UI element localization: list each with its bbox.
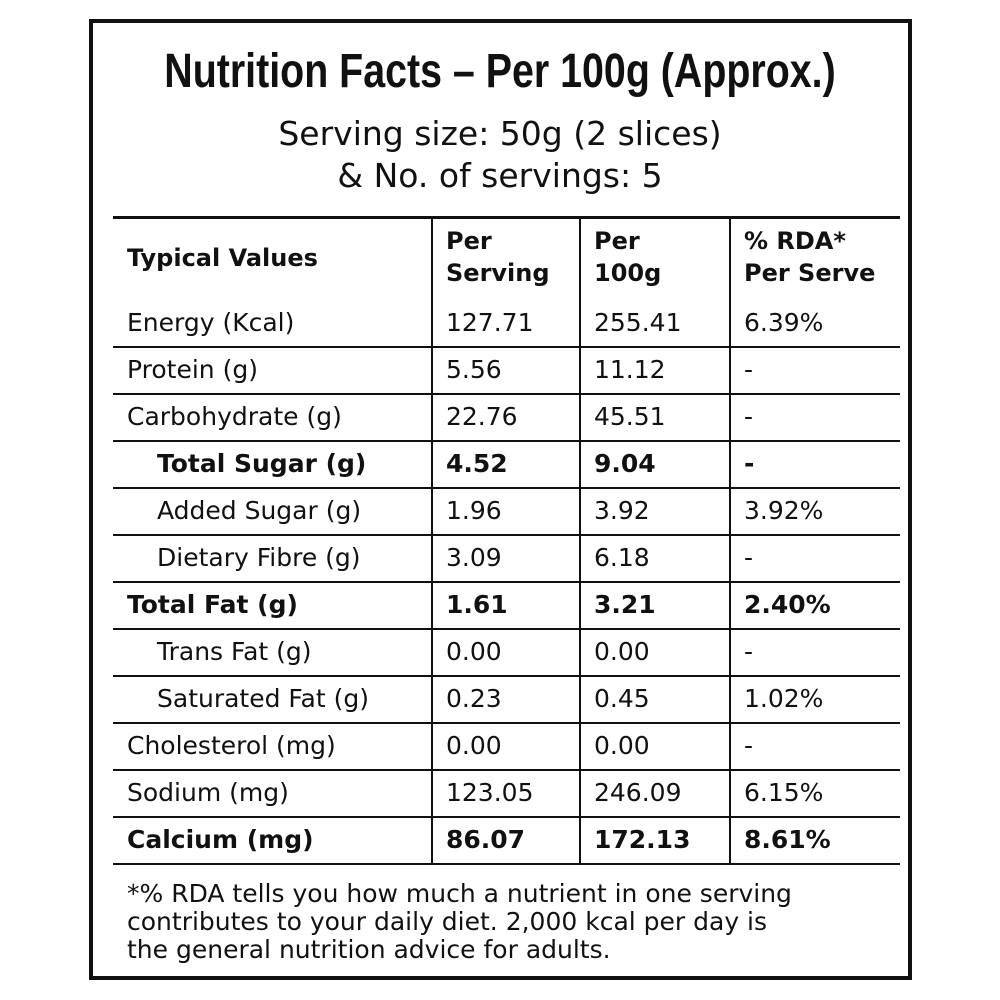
column-header: Per Serve (744, 259, 876, 287)
nutrient-value: 22.76 (446, 402, 518, 431)
row-divider (113, 534, 900, 536)
column-header: Per (594, 227, 640, 255)
row-divider (113, 816, 900, 818)
nutrient-name: Total Sugar (g) (157, 449, 367, 478)
row-divider (113, 346, 900, 348)
nutrient-value: 1.61 (446, 590, 508, 619)
row-divider (113, 722, 900, 724)
row-divider (113, 863, 900, 865)
nutrient-value: 0.00 (594, 731, 650, 760)
nutrient-value: - (744, 449, 755, 478)
row-divider (113, 628, 900, 630)
nutrient-name: Trans Fat (g) (157, 637, 312, 666)
nutrient-value: 3.92 (594, 496, 650, 525)
label-frame (89, 19, 912, 980)
row-divider (113, 440, 900, 442)
row-divider (113, 769, 900, 771)
nutrient-value: 4.52 (446, 449, 508, 478)
nutrient-value: 45.51 (594, 402, 666, 431)
nutrient-value: 0.00 (446, 731, 502, 760)
nutrient-value: 172.13 (594, 825, 691, 854)
nutrient-value: 0.23 (446, 684, 502, 713)
nutrient-value: - (744, 637, 754, 666)
nutrient-value: 3.21 (594, 590, 656, 619)
nutrient-value: - (744, 355, 754, 384)
nutrient-name: Carbohydrate (g) (127, 402, 342, 431)
table-top-rule (113, 216, 900, 219)
row-divider (113, 675, 900, 677)
nutrient-value: 123.05 (446, 778, 534, 807)
column-divider (579, 217, 581, 864)
nutrient-name: Sodium (mg) (127, 778, 289, 807)
nutrient-name: Cholesterol (mg) (127, 731, 336, 760)
nutrient-value: - (744, 402, 754, 431)
nutrient-value: 2.40% (744, 590, 831, 619)
row-divider (113, 487, 900, 489)
row-divider (113, 393, 900, 395)
column-divider (431, 217, 433, 864)
column-header: % RDA* (744, 227, 846, 255)
column-divider (729, 217, 731, 864)
footnote-line: the general nutrition advice for adults. (127, 935, 611, 964)
nutrient-value: 1.96 (446, 496, 502, 525)
nutrient-value: 11.12 (594, 355, 666, 384)
nutrient-value: 9.04 (594, 449, 656, 478)
nutrient-value: 255.41 (594, 308, 682, 337)
row-divider (113, 581, 900, 583)
column-header: Typical Values (127, 244, 318, 272)
nutrient-value: 6.18 (594, 543, 650, 572)
nutrient-name: Energy (Kcal) (127, 308, 295, 337)
nutrient-value: - (744, 731, 754, 760)
nutrient-value: 3.09 (446, 543, 502, 572)
nutrient-value: 246.09 (594, 778, 682, 807)
nutrient-value: 6.15% (744, 778, 824, 807)
nutrient-value: 3.92% (744, 496, 824, 525)
nutrient-name: Calcium (mg) (127, 825, 314, 854)
nutrient-name: Saturated Fat (g) (157, 684, 369, 713)
nutrient-value: 0.00 (594, 637, 650, 666)
nutrient-value: 86.07 (446, 825, 526, 854)
nutrient-value: 5.56 (446, 355, 502, 384)
column-header: Serving (446, 259, 550, 287)
nutrient-value: 127.71 (446, 308, 534, 337)
nutrient-value: 0.00 (446, 637, 502, 666)
footnote-line: contributes to your daily diet. 2,000 kc… (127, 907, 768, 936)
nutrient-name: Dietary Fibre (g) (157, 543, 361, 572)
nutrient-value: - (744, 543, 754, 572)
nutrient-value: 1.02% (744, 684, 824, 713)
nutrient-name: Total Fat (g) (127, 590, 298, 619)
nutrient-value: 0.45 (594, 684, 650, 713)
serving-line: Serving size: 50g (2 slices) (278, 114, 722, 153)
footnote-line: *% RDA tells you how much a nutrient in … (127, 879, 792, 908)
serving-line: & No. of servings: 5 (337, 156, 663, 195)
column-header: Per (446, 227, 492, 255)
nutrient-value: 6.39% (744, 308, 824, 337)
column-header: 100g (594, 259, 662, 287)
nutrient-value: 8.61% (744, 825, 831, 854)
title: Nutrition Facts – Per 100g (Approx.) (164, 45, 836, 98)
nutrient-name: Added Sugar (g) (157, 496, 362, 525)
nutrient-name: Protein (g) (127, 355, 258, 384)
